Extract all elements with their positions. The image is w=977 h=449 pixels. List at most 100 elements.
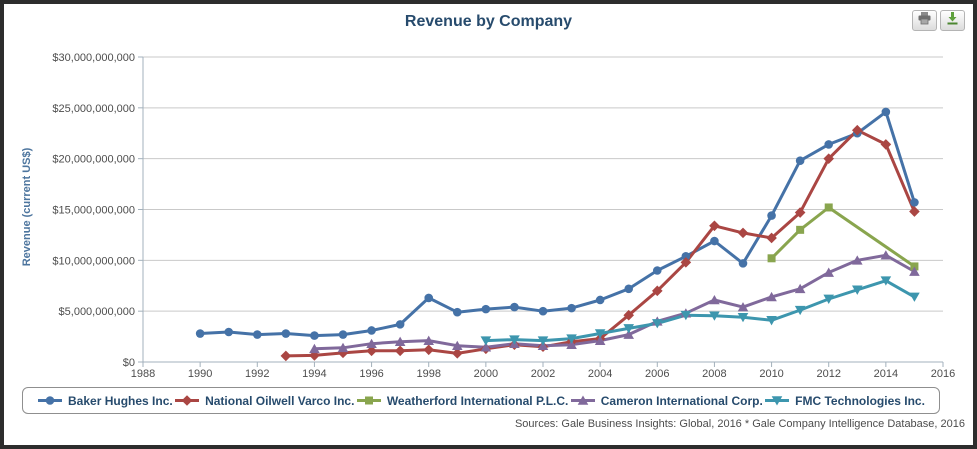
data-point[interactable] [309,343,320,354]
data-point[interactable] [394,336,406,346]
data-point[interactable] [851,124,863,136]
x-tick-label: 2006 [645,368,669,380]
data-point[interactable] [766,316,777,326]
data-point[interactable] [909,292,920,302]
legend-item-2[interactable]: National Oilwell Varco Inc. [174,394,354,408]
data-point[interactable] [651,285,663,297]
data-point[interactable] [452,307,462,317]
data-point[interactable] [824,140,834,149]
data-point[interactable] [423,335,435,345]
data-point[interactable] [824,203,833,212]
data-point[interactable] [594,335,606,345]
data-point[interactable] [909,266,920,276]
data-point[interactable] [767,254,776,263]
data-point[interactable] [367,326,376,335]
data-point[interactable] [910,198,919,207]
data-point[interactable] [509,335,520,345]
data-point[interactable] [395,320,405,329]
data-point[interactable] [737,302,749,312]
data-point[interactable] [623,329,635,339]
chart-legend: Baker Hughes Inc. National Oilwell Varco … [22,387,940,414]
x-tick-label: 2012 [816,368,840,380]
data-point[interactable] [738,259,748,268]
data-point[interactable] [337,347,349,359]
data-point[interactable] [796,225,805,234]
data-point[interactable] [280,350,292,362]
data-point[interactable] [480,336,492,346]
data-point[interactable] [851,255,863,265]
data-point[interactable] [880,276,892,286]
data-point[interactable] [681,251,691,261]
data-point[interactable] [881,107,891,117]
series-line-2 [284,128,916,358]
data-point[interactable] [710,236,719,246]
data-point[interactable] [737,227,749,239]
data-point[interactable] [823,294,835,304]
y-tick-label: $5,000,000,000 [59,306,135,318]
x-tick-label: 1998 [416,368,440,380]
print-icon [917,11,932,30]
data-point[interactable] [537,336,549,346]
data-point[interactable] [338,330,348,339]
data-point[interactable] [480,342,492,352]
data-point[interactable] [481,304,491,314]
data-point[interactable] [680,257,692,268]
data-point[interactable] [766,232,777,244]
series-line-5 [484,279,916,343]
data-point[interactable] [424,293,434,303]
data-point[interactable] [767,211,776,220]
data-point[interactable] [624,284,634,294]
data-point[interactable] [594,329,606,339]
data-point[interactable] [910,262,919,271]
data-point[interactable] [880,250,892,260]
data-point[interactable] [880,139,892,150]
data-point[interactable] [337,342,349,353]
legend-item-1[interactable]: Baker Hughes Inc. [37,394,173,408]
data-point[interactable] [709,294,720,305]
data-point[interactable] [366,338,377,348]
data-point[interactable] [794,283,806,294]
data-point[interactable] [709,311,720,321]
data-point[interactable] [794,207,806,218]
data-point[interactable] [909,206,920,217]
data-point[interactable] [567,303,576,313]
data-point[interactable] [766,291,777,302]
data-point[interactable] [823,153,835,164]
data-point[interactable] [651,319,663,329]
data-point[interactable] [595,295,605,305]
data-point[interactable] [680,310,692,321]
data-point[interactable] [737,312,749,323]
data-point[interactable] [538,306,548,316]
data-point[interactable] [566,334,577,344]
legend-item-4[interactable]: Cameron International Corp. [570,394,763,408]
data-point[interactable] [423,344,435,356]
download-icon [945,11,960,30]
data-point[interactable] [623,309,635,321]
download-button[interactable] [940,10,965,31]
data-point[interactable] [394,345,406,357]
legend-marker-icon [175,395,200,406]
x-tick-label: 2016 [931,368,955,380]
data-point[interactable] [366,345,377,357]
data-point[interactable] [823,267,835,277]
print-button[interactable] [912,10,937,31]
data-point[interactable] [451,348,463,359]
data-point[interactable] [224,327,234,337]
data-point[interactable] [794,305,806,316]
data-point[interactable] [510,302,519,312]
data-point[interactable] [795,156,805,165]
data-point[interactable] [281,329,291,338]
data-point[interactable] [623,324,635,334]
data-point[interactable] [195,329,205,338]
data-point[interactable] [652,266,662,275]
data-point[interactable] [310,331,319,340]
data-point[interactable] [566,339,577,350]
chart-title: Revenue by Company [404,13,573,30]
legend-label: National Oilwell Varco Inc. [205,393,355,408]
data-point[interactable] [709,220,720,232]
data-point[interactable] [451,340,463,351]
data-point[interactable] [252,330,262,339]
legend-item-3[interactable]: Weatherford International P.L.C. [356,394,568,408]
legend-item-5[interactable]: FMC Technologies Inc. [764,394,925,408]
data-point[interactable] [851,285,863,295]
